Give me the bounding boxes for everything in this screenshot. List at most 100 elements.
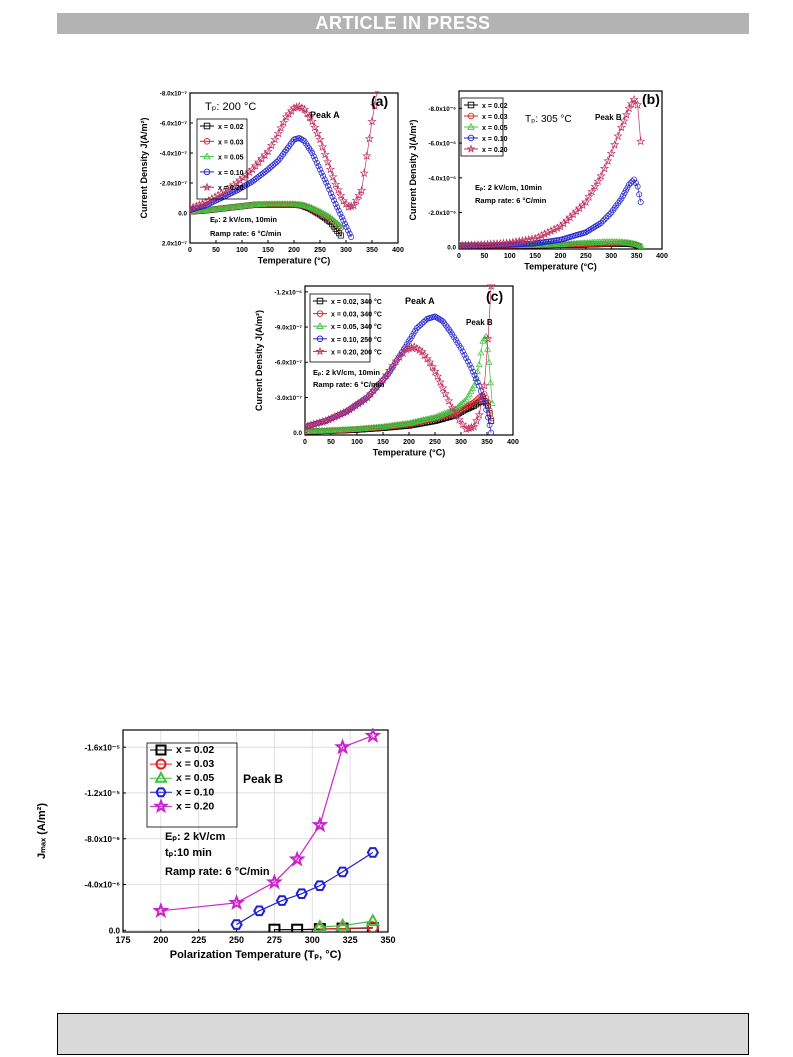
legend-box: [146, 742, 238, 828]
data-point: [517, 235, 528, 245]
x-tick-label: 300: [605, 253, 617, 260]
data-point: [461, 351, 468, 358]
annotation: Peak B: [466, 318, 493, 327]
data-point: [337, 210, 344, 217]
data-point: [430, 366, 440, 376]
data-point: [451, 410, 461, 419]
data-point: [466, 422, 477, 432]
data-point: [312, 919, 328, 932]
annotation: tₚ:10 min: [165, 847, 212, 859]
legend-a: x = 0.02 x = 0.03 x = 0.05 x = 0.10 x = 0.20: [196, 118, 248, 200]
data-point: [472, 397, 479, 404]
legend-box: [196, 118, 248, 200]
data-point: [324, 414, 334, 424]
data-point: [304, 202, 312, 209]
annotation: Peak A: [310, 110, 340, 120]
x-tick-label: 400: [656, 253, 668, 260]
data-point: [298, 201, 306, 208]
legend-marker: [155, 758, 167, 770]
data-point: [436, 316, 443, 323]
data-point: [549, 224, 559, 234]
data-point: [466, 361, 473, 368]
data-point: [624, 184, 631, 191]
data-point: [486, 284, 496, 290]
data-point: [447, 403, 457, 412]
data-point: [225, 182, 236, 192]
legend-marker: [155, 744, 167, 756]
data-point: [324, 183, 331, 189]
data-point: [546, 226, 556, 235]
y-tick-label: -8.0x10⁻⁶: [428, 106, 456, 113]
data-point: [327, 190, 334, 197]
annotation: Ramp rate: 6 °C/min: [313, 380, 385, 389]
legend-entry: x = 0.02: [176, 744, 214, 756]
data-point: [474, 410, 484, 419]
x-axis-label: Temperature (°C): [373, 447, 445, 457]
data-point: [323, 179, 330, 186]
y-axis-label: Current Density J(A/m²): [254, 310, 264, 411]
legend-marker: [203, 168, 211, 176]
y-tick-label: 0.0: [178, 210, 187, 217]
data-point: [266, 165, 273, 171]
data-point: [310, 153, 317, 160]
data-point: [341, 406, 352, 416]
annotation: Eₚ: 2 kV/cm, 10min: [475, 183, 542, 192]
data-point: [610, 139, 620, 149]
annotation: Ramp rate: 6 °C/min: [475, 196, 547, 205]
data-point: [152, 901, 170, 919]
data-point: [302, 108, 312, 118]
data-point: [477, 395, 487, 405]
data-point: [291, 923, 304, 932]
data-point: [318, 416, 328, 426]
data-point: [309, 150, 316, 156]
legend-marker: [155, 787, 167, 798]
annotation: Ramp rate: 6 °C/min: [165, 866, 270, 878]
data-point: [606, 211, 613, 218]
data-point: [633, 240, 641, 247]
legend-marker: [154, 770, 168, 783]
annotation: Peak B: [243, 772, 283, 786]
chart-a: 0 50 100 150 200 250 300 350 400 2.0x10⁻⁷ 0.0 -2.0x…: [139, 90, 404, 265]
chart-d: 175 200 225 250 275 300 325 350 0.0 -4.0x10⁻⁶ -8.0…: [36, 728, 396, 961]
data-point: [314, 207, 322, 214]
data-point: [305, 421, 310, 431]
data-point: [419, 320, 425, 327]
series-line: [319, 926, 373, 930]
data-point: [245, 180, 252, 187]
data-point: [219, 186, 229, 196]
x-tick-label: 200: [403, 439, 415, 446]
series-a-2: [190, 200, 345, 229]
panel-label: (a): [371, 93, 388, 109]
data-point: [599, 163, 610, 173]
data-point: [315, 134, 325, 144]
data-point: [591, 224, 598, 231]
data-point: [388, 360, 398, 370]
data-point: [422, 317, 429, 324]
data-point: [477, 349, 485, 356]
data-point: [340, 217, 347, 224]
legend-entry: x = 0.02, 340 °C: [331, 298, 382, 306]
data-point: [263, 146, 273, 156]
data-point: [479, 380, 490, 390]
data-point: [604, 213, 611, 219]
data-point: [305, 421, 313, 430]
data-point: [618, 195, 625, 202]
data-point: [634, 241, 642, 248]
data-point: [299, 137, 306, 143]
legend-entry: x = 0.05: [218, 155, 244, 162]
data-point: [334, 204, 341, 211]
data-point: [391, 356, 401, 366]
data-point: [320, 149, 330, 159]
data-point: [331, 197, 337, 204]
legend-entry: x = 0.10: [482, 136, 508, 143]
data-point: [511, 236, 521, 246]
annotation: Tₚ: 305 °C: [525, 114, 572, 125]
x-tick-label: 100: [351, 439, 363, 446]
y-tick-label: -9.0x10⁻⁷: [275, 325, 303, 332]
data-point: [337, 232, 344, 239]
data-point: [485, 358, 493, 365]
data-point: [589, 225, 596, 232]
data-point: [366, 847, 380, 858]
series-c-4: [305, 284, 496, 434]
data-point: [204, 195, 214, 205]
